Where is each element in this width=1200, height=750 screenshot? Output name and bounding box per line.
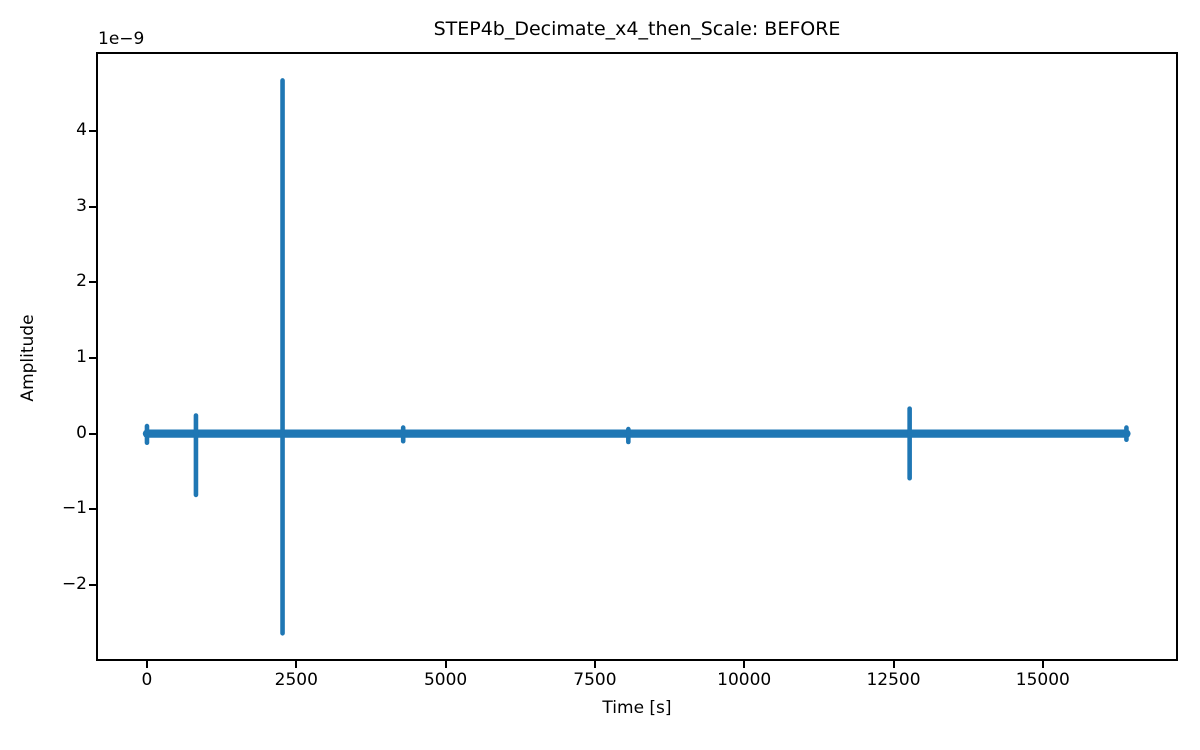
x-tick-label: 5000 bbox=[423, 670, 468, 690]
plot-area bbox=[96, 52, 1178, 661]
y-tick-mark bbox=[89, 432, 96, 435]
y-tick-label: 4 bbox=[76, 120, 87, 141]
waveform-svg bbox=[142, 78, 1131, 636]
y-tick-mark bbox=[89, 130, 96, 133]
x-axis-label: Time [s] bbox=[602, 698, 672, 718]
x-tick-mark bbox=[145, 661, 148, 668]
x-tick-label: 0 bbox=[141, 670, 153, 690]
y-tick-label: 3 bbox=[76, 195, 87, 216]
x-tick-label: 2500 bbox=[274, 670, 318, 690]
x-tick-mark bbox=[743, 661, 746, 668]
y-tick-label: −2 bbox=[61, 573, 87, 594]
y-axis-offset-label: 1e−9 bbox=[98, 29, 145, 49]
x-tick-label: 7500 bbox=[573, 670, 617, 690]
x-tick-label: 15000 bbox=[1015, 670, 1070, 690]
x-tick-mark bbox=[295, 661, 298, 668]
x-tick-mark bbox=[892, 661, 895, 668]
y-tick-label: 1 bbox=[76, 347, 87, 367]
x-tick-label: 12500 bbox=[866, 670, 921, 690]
y-tick-mark bbox=[89, 357, 96, 359]
x-tick-label: 10000 bbox=[717, 670, 772, 690]
y-tick-mark bbox=[89, 583, 96, 586]
y-tick-label: 0 bbox=[76, 422, 87, 443]
x-tick-mark bbox=[593, 661, 596, 668]
x-tick-mark bbox=[1041, 661, 1044, 668]
y-tick-mark bbox=[89, 281, 96, 284]
x-tick-mark bbox=[444, 661, 447, 668]
y-tick-mark bbox=[89, 205, 96, 208]
y-tick-mark bbox=[89, 508, 96, 511]
chart-title: STEP4b_Decimate_x4_then_Scale: BEFORE bbox=[433, 18, 841, 40]
y-tick-label: 2 bbox=[76, 271, 87, 292]
y-tick-label: −1 bbox=[61, 498, 87, 519]
